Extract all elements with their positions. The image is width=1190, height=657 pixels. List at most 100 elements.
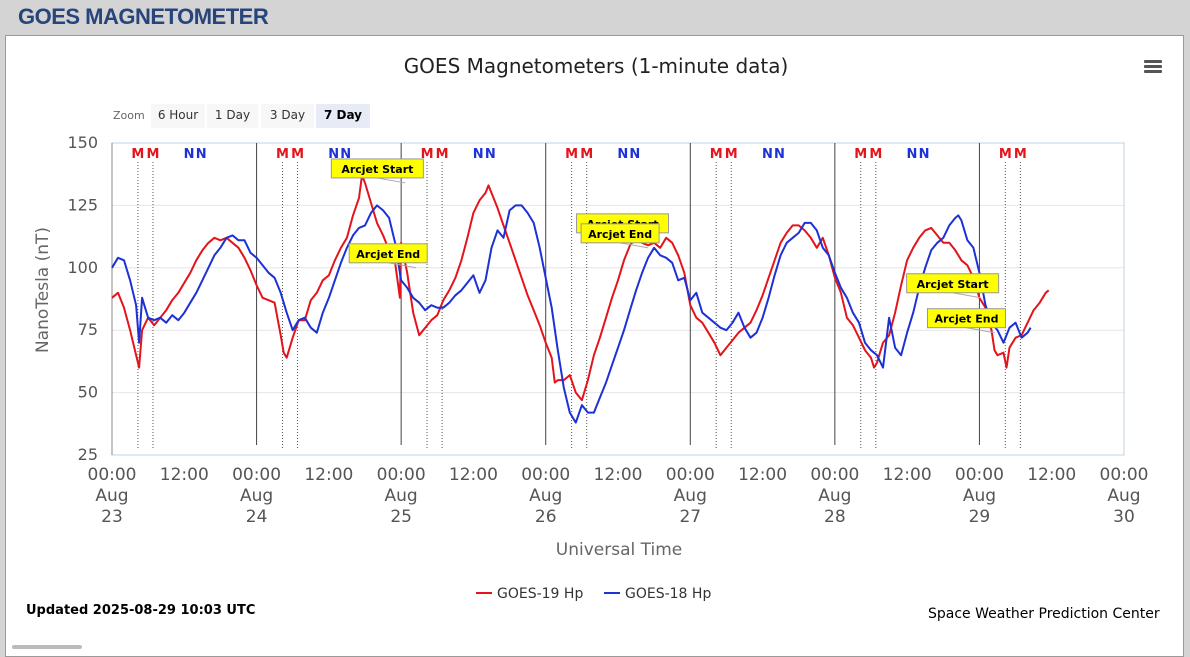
arcjet-annotations: Arcjet Start Arcjet End Arcjet Start Arcjet… [330,158,1006,334]
marker-m: M [580,147,593,162]
x-tick-month: Aug [95,486,128,506]
x-tick-time: 12:00 [1027,465,1076,485]
arcjet-connector [388,262,417,269]
marker-n: N [485,147,496,162]
marker-n: N [328,147,339,162]
x-tick-day: 25 [390,507,412,527]
marker-m: M [131,147,144,162]
marker-m: M [436,147,449,162]
arcjet-label: Arcjet End [934,313,998,326]
marker-m: M [276,147,289,162]
arcjet-box [348,243,428,264]
arcjet-label: Arcjet Start [341,163,413,176]
x-tick-time: 00:00 [666,465,715,485]
x-axis-label: Universal Time [556,540,682,560]
day-boundary-lines [256,143,980,445]
x-tick-day: 30 [1113,507,1135,527]
marker-n: N [473,147,484,162]
x-tick-time: 12:00 [304,465,353,485]
marker-n: N [196,147,207,162]
horizontal-scrollbar[interactable] [12,645,82,649]
x-tick-month: Aug [674,486,707,506]
arcjet-box [580,223,660,244]
x-tick-time: 00:00 [88,465,137,485]
arcjet-label: Arcjet End [588,228,652,241]
marker-m: M [854,147,867,162]
legend-label: GOES-19 Hp [497,586,583,602]
zoom-1-day-button[interactable]: 1 Day [207,104,258,128]
arcjet-connector [966,327,995,334]
legend[interactable]: GOES-19 Hp GOES-18 Hp [476,586,711,602]
x-tick-time: 00:00 [232,465,281,485]
x-tick-time: 12:00 [594,465,643,485]
x-tick-day: 23 [101,507,123,527]
marker-n: N [774,147,785,162]
y-tick-label: 150 [67,133,98,152]
y-tick-label: 50 [78,383,98,402]
arcjet-connector [952,292,981,299]
x-tick-time: 00:00 [810,465,859,485]
hamburger-menu-icon[interactable] [1144,60,1162,76]
x-tick-time: 12:00 [883,465,932,485]
marker-n: N [907,147,918,162]
y-axis-label: NanoTesla (nT) [33,227,53,353]
marker-m: M [565,147,578,162]
x-tick-month: Aug [1107,486,1140,506]
marker-n: N [617,147,628,162]
marker-m: M [710,147,723,162]
zoom-label: Zoom [113,109,145,122]
y-tick-label: 100 [67,258,98,277]
x-tick-time: 00:00 [521,465,570,485]
marker-n: N [340,147,351,162]
x-tick-month: Aug [963,486,996,506]
legend-label: GOES-18 Hp [625,586,711,602]
x-tick-time: 00:00 [1100,465,1149,485]
zoom-3-day-button[interactable]: 3 Day [261,104,314,128]
arcjet-box [330,158,424,179]
x-tick-month: Aug [240,486,273,506]
zoom-6-hour-button[interactable]: 6 Hour [151,104,205,128]
x-tick-time: 12:00 [738,465,787,485]
y-tick-label: 125 [67,195,98,214]
x-tick-time: 00:00 [955,465,1004,485]
x-tick-month: Aug [818,486,851,506]
series-line-goes-19-hp [111,174,1050,402]
series-lines [111,174,1050,424]
arcjet-label: Arcjet Start [917,278,989,291]
page-header-title: GOES MAGNETOMETER [18,4,269,29]
x-tick-time: 00:00 [377,465,426,485]
marker-n: N [919,147,930,162]
arcjet-box [926,308,1006,329]
marker-n: N [184,147,195,162]
marker-m: M [421,147,434,162]
marker-n: N [762,147,773,162]
x-tick-time: 12:00 [449,465,498,485]
marker-n: N [629,147,640,162]
chart-title: GOES Magnetometers (1-minute data) [404,54,789,78]
arcjet-label: Arcjet End [356,248,420,261]
zoom-7-day-button[interactable]: 7 Day [316,104,370,128]
marker-m: M [146,147,159,162]
updated-timestamp: Updated 2025-08-29 10:03 UTC [26,603,256,618]
marker-m: M [291,147,304,162]
marker-m: M [869,147,882,162]
marker-m: M [1014,147,1027,162]
x-tick-time: 12:00 [160,465,209,485]
arcjet-connector [620,242,649,249]
x-tick-day: 24 [246,507,268,527]
x-tick-month: Aug [529,486,562,506]
credit-text: Space Weather Prediction Center [928,606,1160,622]
arcjet-connector [377,177,406,184]
x-tick-month: Aug [385,486,418,506]
y-tick-label: 25 [78,445,98,464]
x-tick-day: 26 [535,507,557,527]
marker-m: M [999,147,1012,162]
y-tick-label: 75 [78,320,98,339]
y-axis-ticks: 25 50 75 100 125 150 [67,133,98,464]
marker-m: M [725,147,738,162]
x-tick-day: 28 [824,507,846,527]
x-tick-day: 29 [969,507,991,527]
